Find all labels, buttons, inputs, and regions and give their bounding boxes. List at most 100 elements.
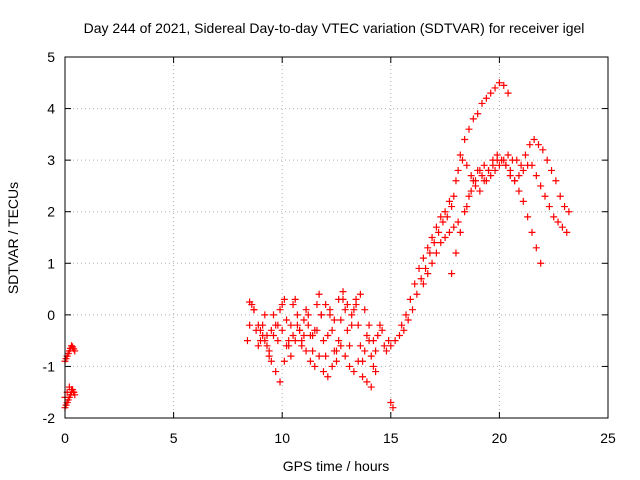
data-point	[413, 290, 421, 298]
data-point	[352, 295, 360, 303]
data-point	[289, 331, 297, 339]
data-point	[445, 197, 453, 205]
data-point	[246, 298, 254, 306]
x-axis-label: GPS time / hours	[283, 458, 390, 474]
data-point	[478, 99, 486, 107]
data-point	[456, 228, 464, 236]
data-point	[452, 249, 460, 257]
data-point	[454, 166, 462, 174]
data-point	[263, 342, 271, 350]
y-tick-label: 1	[47, 255, 55, 271]
data-point	[278, 326, 286, 334]
data-point	[378, 326, 386, 334]
data-point	[487, 89, 495, 97]
data-point	[563, 228, 571, 236]
data-point	[424, 270, 432, 278]
data-point	[487, 172, 495, 180]
data-point	[261, 337, 269, 345]
data-point	[541, 192, 549, 200]
y-tick-label: 4	[47, 101, 55, 117]
y-tick-label: -1	[43, 358, 56, 374]
data-point	[402, 311, 410, 319]
data-point	[302, 306, 310, 314]
data-point	[361, 306, 369, 314]
data-point	[298, 337, 306, 345]
data-point	[428, 234, 436, 241]
data-point	[350, 368, 358, 376]
data-point	[356, 290, 364, 298]
data-point	[343, 301, 351, 309]
data-point	[411, 280, 419, 288]
data-point	[341, 352, 349, 360]
data-point	[448, 270, 456, 278]
data-point	[270, 311, 278, 319]
data-point	[432, 249, 440, 257]
data-point	[267, 326, 275, 334]
data-point	[343, 326, 351, 334]
data-point	[424, 244, 432, 252]
data-point	[437, 213, 445, 221]
data-point	[335, 295, 343, 303]
data-point	[472, 177, 480, 185]
data-point	[558, 223, 566, 231]
data-point	[293, 311, 301, 319]
data-point	[280, 357, 288, 365]
data-point	[452, 177, 460, 185]
data-point	[372, 347, 380, 355]
data-point	[450, 192, 458, 200]
data-point	[70, 388, 78, 396]
data-point	[491, 166, 499, 174]
data-point	[515, 187, 523, 195]
data-point	[395, 331, 403, 339]
data-point	[532, 244, 540, 252]
data-point	[293, 321, 301, 329]
data-point	[311, 362, 319, 370]
data-point	[461, 208, 469, 216]
data-point	[504, 151, 512, 159]
data-point	[543, 156, 551, 164]
data-point	[356, 342, 364, 350]
data-point	[419, 280, 427, 288]
data-point	[500, 81, 508, 89]
data-point	[328, 362, 336, 370]
y-tick-label: 0	[47, 307, 55, 323]
data-point	[526, 141, 534, 149]
data-point	[502, 161, 510, 169]
data-point	[419, 254, 427, 262]
data-point	[306, 357, 314, 365]
data-point	[291, 295, 299, 303]
data-point	[428, 259, 436, 267]
data-point	[504, 89, 512, 97]
data-point	[511, 177, 519, 185]
data-point	[461, 136, 469, 144]
data-point	[337, 342, 345, 350]
data-point	[530, 136, 538, 144]
data-point	[519, 197, 527, 205]
data-point	[391, 337, 399, 345]
data-point	[528, 161, 536, 169]
data-point	[267, 357, 275, 365]
data-point	[400, 326, 408, 334]
data-point	[272, 368, 280, 376]
data-point	[354, 357, 362, 365]
y-tick-label: -2	[43, 410, 56, 426]
data-point	[554, 218, 562, 226]
data-point	[524, 213, 532, 221]
data-point	[387, 399, 395, 407]
x-tick-label: 0	[61, 430, 69, 446]
data-point	[454, 218, 462, 226]
data-point	[482, 94, 490, 102]
y-tick-label: 3	[47, 152, 55, 168]
data-point	[254, 342, 262, 350]
data-point	[333, 357, 340, 365]
data-point	[346, 342, 354, 350]
y-tick-label: 2	[47, 204, 55, 220]
data-point	[521, 151, 529, 159]
data-point	[469, 115, 477, 123]
data-point	[565, 208, 573, 216]
data-point	[363, 378, 371, 386]
data-point	[322, 301, 330, 309]
data-point	[319, 368, 327, 376]
data-point	[348, 321, 356, 329]
data-point	[398, 321, 406, 329]
